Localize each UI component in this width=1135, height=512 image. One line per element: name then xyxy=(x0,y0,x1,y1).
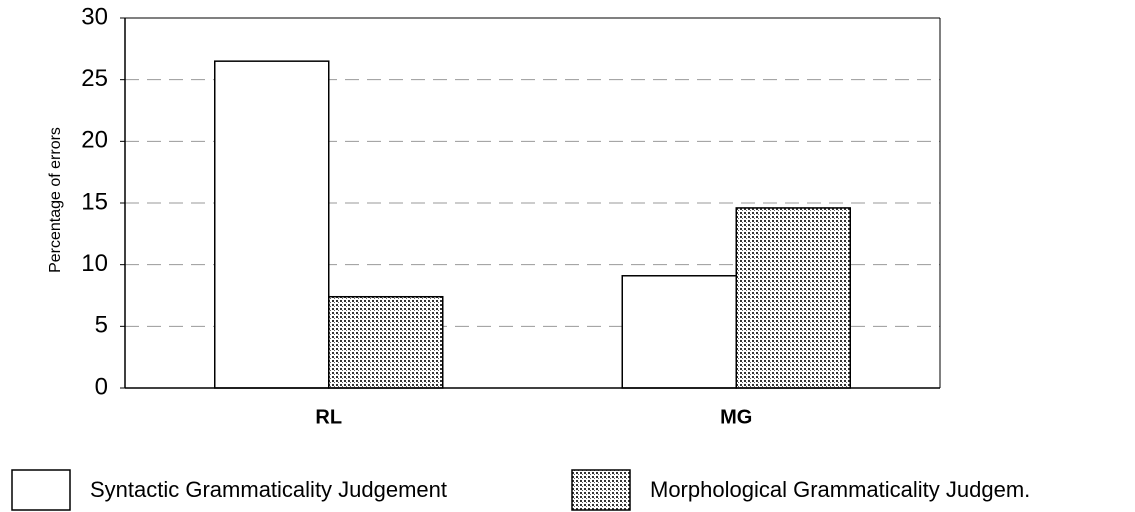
x-tick-label: RL xyxy=(315,406,342,428)
y-tick-label: 5 xyxy=(95,312,108,339)
x-tick-label: MG xyxy=(720,406,752,428)
legend-label: Syntactic Grammaticality Judgement xyxy=(90,477,447,502)
y-tick-label: 15 xyxy=(81,188,108,215)
bar xyxy=(328,295,444,389)
bar xyxy=(735,207,851,389)
legend-swatch xyxy=(571,469,631,511)
y-tick-label: 25 xyxy=(81,65,108,92)
bar xyxy=(621,275,737,389)
bar xyxy=(214,60,330,389)
y-tick-label: 20 xyxy=(81,127,108,154)
y-tick-label: 10 xyxy=(81,250,108,277)
y-tick-label: 0 xyxy=(95,373,108,400)
y-tick-label: 30 xyxy=(81,3,108,30)
legend-label: Morphological Grammaticality Judgem. xyxy=(650,477,1030,502)
legend-swatch xyxy=(11,469,71,511)
y-axis-label: Percentage of errors xyxy=(47,127,64,273)
